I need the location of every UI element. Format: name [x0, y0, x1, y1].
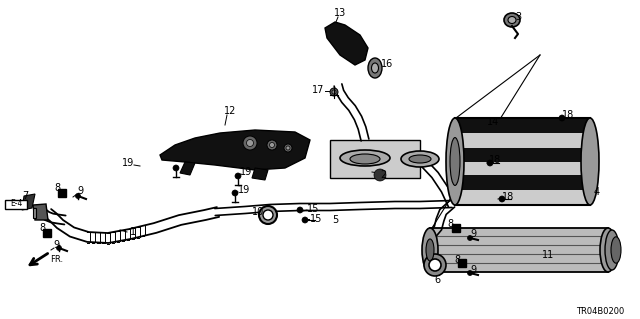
- Text: 3: 3: [515, 12, 521, 22]
- Circle shape: [76, 194, 81, 198]
- Text: 9: 9: [470, 229, 476, 239]
- Polygon shape: [430, 228, 608, 272]
- Text: FR.: FR.: [50, 255, 63, 263]
- Polygon shape: [455, 162, 590, 175]
- Text: 8: 8: [447, 219, 453, 229]
- Text: 16: 16: [381, 59, 393, 69]
- Text: 18: 18: [502, 192, 514, 202]
- Text: 19: 19: [240, 167, 252, 177]
- Ellipse shape: [600, 228, 616, 272]
- Text: 18: 18: [489, 155, 501, 165]
- Text: 1: 1: [130, 227, 136, 237]
- Ellipse shape: [426, 239, 434, 261]
- Circle shape: [269, 143, 275, 147]
- Ellipse shape: [605, 230, 619, 270]
- Circle shape: [235, 173, 241, 179]
- Circle shape: [499, 196, 505, 202]
- Text: 6: 6: [434, 275, 440, 285]
- Text: 19: 19: [238, 185, 250, 195]
- Ellipse shape: [422, 228, 438, 272]
- Text: 8: 8: [454, 255, 460, 265]
- Text: 8: 8: [39, 223, 45, 233]
- Circle shape: [246, 139, 253, 146]
- Bar: [455, 118, 590, 205]
- Ellipse shape: [263, 210, 273, 220]
- Polygon shape: [455, 175, 590, 190]
- Ellipse shape: [508, 17, 516, 24]
- Polygon shape: [452, 224, 460, 232]
- Text: 2: 2: [380, 170, 386, 180]
- Text: 15: 15: [310, 214, 322, 224]
- Ellipse shape: [350, 154, 380, 164]
- Circle shape: [232, 190, 238, 196]
- Ellipse shape: [581, 118, 599, 205]
- Text: 9: 9: [470, 265, 476, 275]
- Polygon shape: [22, 194, 35, 210]
- Circle shape: [487, 160, 493, 166]
- Polygon shape: [180, 162, 195, 175]
- Circle shape: [297, 207, 303, 213]
- Polygon shape: [33, 208, 36, 218]
- Circle shape: [243, 136, 257, 150]
- Polygon shape: [58, 189, 66, 197]
- Circle shape: [56, 246, 61, 250]
- Circle shape: [374, 169, 386, 181]
- Ellipse shape: [450, 137, 460, 185]
- Text: 13: 13: [334, 8, 346, 18]
- Circle shape: [302, 217, 308, 223]
- Polygon shape: [455, 148, 590, 162]
- Text: 7: 7: [22, 191, 28, 201]
- Text: 18: 18: [562, 110, 574, 120]
- Text: 12: 12: [224, 106, 236, 116]
- Text: 4: 4: [594, 187, 600, 197]
- Polygon shape: [325, 22, 368, 65]
- Circle shape: [429, 259, 441, 271]
- FancyBboxPatch shape: [5, 200, 27, 209]
- Circle shape: [173, 165, 179, 171]
- Ellipse shape: [401, 151, 439, 167]
- Polygon shape: [252, 168, 268, 180]
- Ellipse shape: [371, 63, 378, 73]
- Polygon shape: [33, 204, 48, 220]
- Circle shape: [284, 144, 292, 152]
- Polygon shape: [455, 190, 590, 205]
- Text: 15: 15: [307, 204, 319, 214]
- Circle shape: [424, 254, 446, 276]
- Text: 9: 9: [53, 240, 59, 250]
- Polygon shape: [458, 259, 466, 267]
- Polygon shape: [455, 118, 590, 133]
- Polygon shape: [160, 130, 310, 170]
- Text: 19: 19: [122, 158, 134, 168]
- Circle shape: [332, 90, 336, 94]
- Ellipse shape: [446, 118, 464, 205]
- Polygon shape: [330, 140, 420, 178]
- Text: 8: 8: [54, 183, 60, 193]
- Text: 11: 11: [542, 250, 554, 260]
- Ellipse shape: [504, 13, 520, 27]
- Text: 5: 5: [332, 215, 338, 225]
- Circle shape: [467, 271, 472, 276]
- Text: 10: 10: [252, 207, 264, 217]
- Ellipse shape: [409, 155, 431, 163]
- Ellipse shape: [259, 206, 277, 224]
- Ellipse shape: [368, 58, 382, 78]
- Circle shape: [330, 88, 338, 96]
- Polygon shape: [43, 229, 51, 237]
- Circle shape: [559, 115, 565, 121]
- Text: 9: 9: [77, 186, 83, 196]
- Text: TR04B0200: TR04B0200: [576, 308, 624, 316]
- Text: 14: 14: [487, 117, 499, 127]
- Ellipse shape: [340, 150, 390, 166]
- Ellipse shape: [611, 237, 621, 263]
- Text: 17: 17: [312, 85, 324, 95]
- Circle shape: [267, 140, 277, 150]
- Circle shape: [467, 235, 472, 241]
- Circle shape: [286, 146, 290, 150]
- Polygon shape: [455, 133, 590, 148]
- Text: E-4: E-4: [10, 199, 22, 209]
